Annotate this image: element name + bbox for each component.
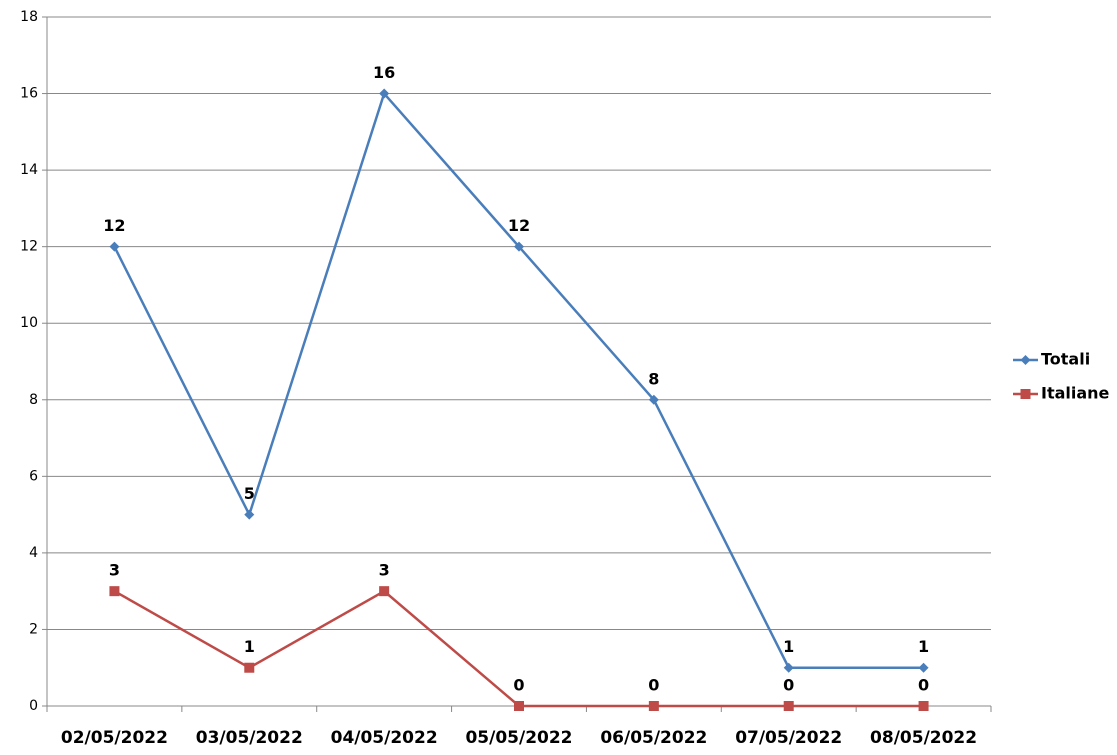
data-label: 1 bbox=[783, 637, 794, 656]
data-label: 3 bbox=[109, 561, 120, 580]
marker bbox=[783, 701, 794, 711]
data-label: 0 bbox=[513, 676, 524, 695]
data-label: 3 bbox=[379, 561, 390, 580]
marker bbox=[244, 662, 255, 673]
y-tick-label: 14 bbox=[20, 162, 38, 178]
marker bbox=[244, 509, 255, 520]
y-tick-label: 10 bbox=[20, 315, 38, 331]
marker bbox=[379, 586, 390, 597]
x-tick-label: 02/05/2022 bbox=[61, 728, 168, 748]
data-label: 1 bbox=[244, 637, 255, 656]
marker bbox=[1020, 355, 1031, 365]
data-label: 8 bbox=[648, 369, 659, 388]
data-label: 12 bbox=[103, 216, 125, 235]
data-label: 0 bbox=[648, 676, 659, 695]
legend-label: Italiane bbox=[1041, 384, 1110, 403]
marker bbox=[918, 662, 929, 673]
marker bbox=[379, 88, 390, 99]
marker bbox=[514, 701, 524, 711]
x-tick-label: 07/05/2022 bbox=[735, 728, 842, 748]
marker bbox=[783, 662, 794, 673]
y-tick-label: 2 bbox=[29, 621, 38, 637]
y-tick-label: 12 bbox=[20, 239, 38, 255]
marker bbox=[1020, 389, 1031, 399]
data-label: 5 bbox=[244, 484, 255, 503]
data-label: 12 bbox=[508, 216, 530, 235]
marker bbox=[648, 394, 659, 405]
data-label: 16 bbox=[373, 63, 395, 82]
x-tick-label: 06/05/2022 bbox=[600, 728, 707, 748]
data-label: 0 bbox=[783, 676, 794, 695]
marker bbox=[918, 701, 929, 711]
marker bbox=[109, 241, 120, 252]
x-tick-label: 05/05/2022 bbox=[465, 728, 572, 748]
y-tick-label: 18 bbox=[20, 9, 38, 25]
marker bbox=[648, 701, 659, 711]
data-label: 0 bbox=[918, 676, 929, 695]
legend-label: Totali bbox=[1041, 350, 1090, 369]
y-tick-label: 8 bbox=[29, 392, 38, 408]
x-tick-label: 08/05/2022 bbox=[870, 728, 977, 748]
y-tick-label: 6 bbox=[29, 468, 38, 484]
x-tick-label: 04/05/2022 bbox=[331, 728, 438, 748]
marker bbox=[109, 586, 120, 597]
marker bbox=[514, 241, 524, 252]
series-line bbox=[113, 91, 924, 669]
data-label: 1 bbox=[918, 637, 929, 656]
y-tick-label: 0 bbox=[29, 698, 38, 714]
x-tick-label: 03/05/2022 bbox=[196, 728, 303, 748]
y-tick-label: 4 bbox=[29, 545, 38, 561]
y-tick-label: 16 bbox=[20, 86, 38, 102]
